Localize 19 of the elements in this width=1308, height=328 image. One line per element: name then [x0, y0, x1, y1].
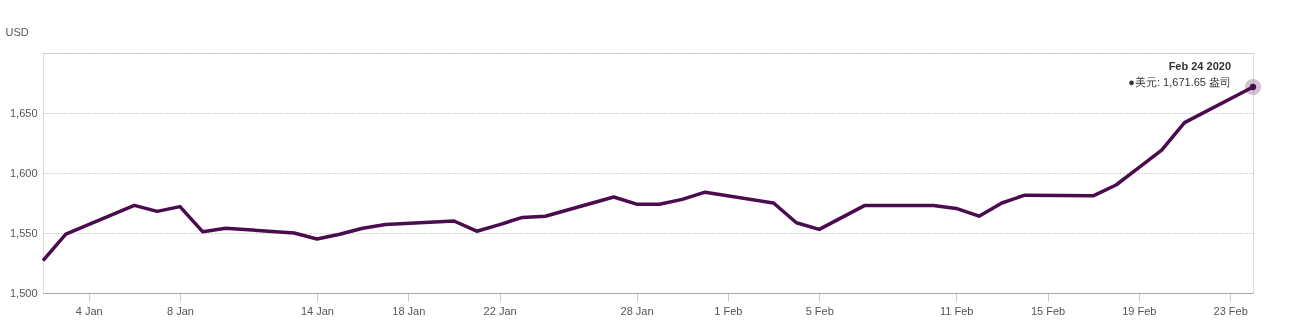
x-tick-label: 5 Feb [805, 304, 834, 317]
x-tick-label: 18 Jan [392, 304, 426, 317]
x-tick-label: 19 Feb [1122, 304, 1157, 317]
x-tick-label: 4 Jan [75, 304, 103, 317]
annotation: Feb 24 2020 [1168, 60, 1231, 73]
x-tick-label: 11 Feb [939, 304, 974, 317]
x-tick-label: 1 Feb [714, 304, 743, 317]
y-tick-label: 1,650 [9, 106, 38, 119]
y-tick-label: 1,500 [9, 286, 38, 299]
x-tick-label: 14 Jan [300, 304, 334, 317]
x-tick-label: 8 Jan [167, 304, 194, 317]
y-tick-label: 1,600 [9, 166, 38, 179]
x-tick-label: 28 Jan [620, 304, 654, 317]
x-tick-label: 15 Feb [1030, 304, 1066, 317]
x-tick-label: 23 Feb [1213, 304, 1248, 317]
x-tick-label: 22 Jan [483, 304, 517, 317]
annotation: ●美元: 1,671.65 盎司 [1128, 76, 1231, 89]
y-axis-title: USD [5, 25, 29, 38]
y-tick-label: 1,550 [9, 226, 38, 239]
